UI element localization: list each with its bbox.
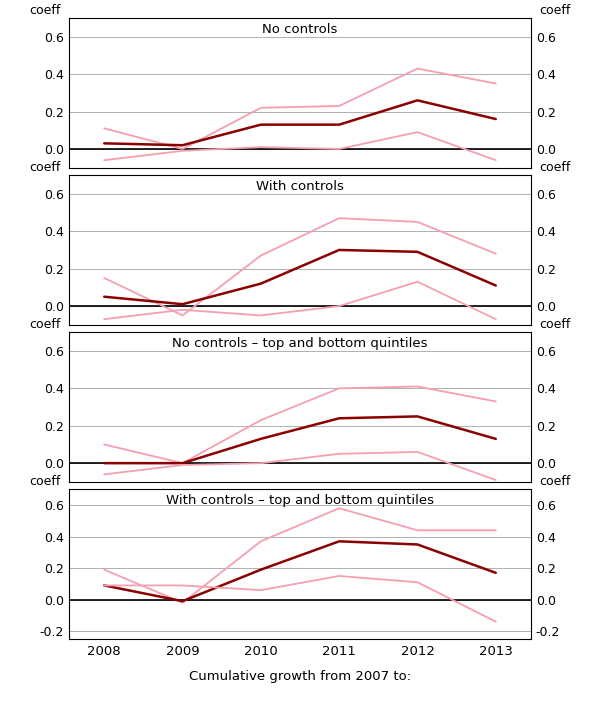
Text: coeff: coeff <box>30 318 61 331</box>
Text: With controls: With controls <box>256 180 344 193</box>
Text: coeff: coeff <box>539 4 570 17</box>
Text: 2009: 2009 <box>166 645 199 658</box>
Text: 2013: 2013 <box>479 645 513 658</box>
Text: coeff: coeff <box>539 318 570 331</box>
Text: coeff: coeff <box>539 161 570 174</box>
Text: coeff: coeff <box>30 475 61 488</box>
Text: 2008: 2008 <box>88 645 121 658</box>
Text: coeff: coeff <box>30 161 61 174</box>
Text: coeff: coeff <box>30 4 61 17</box>
Text: 2012: 2012 <box>401 645 434 658</box>
Text: No controls: No controls <box>262 22 338 35</box>
Text: Cumulative growth from 2007 to:: Cumulative growth from 2007 to: <box>189 670 411 683</box>
Text: No controls – top and bottom quintiles: No controls – top and bottom quintiles <box>172 336 428 349</box>
Text: coeff: coeff <box>539 475 570 488</box>
Text: 2011: 2011 <box>322 645 356 658</box>
Text: With controls – top and bottom quintiles: With controls – top and bottom quintiles <box>166 494 434 507</box>
Text: 2010: 2010 <box>244 645 278 658</box>
